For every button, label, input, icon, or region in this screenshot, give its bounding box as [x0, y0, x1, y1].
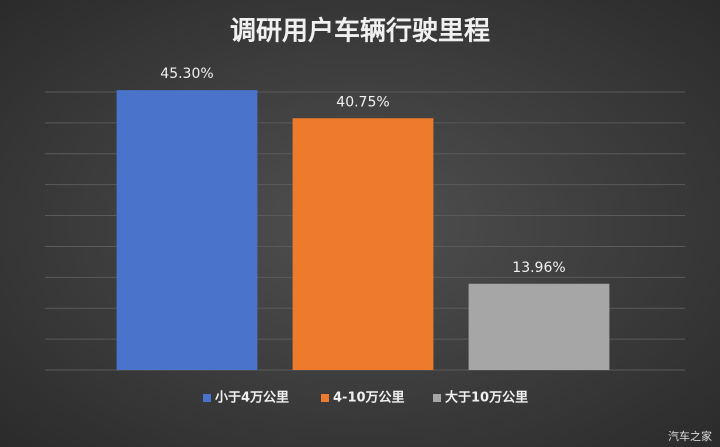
data-label: 13.96%: [512, 260, 565, 276]
bar: [116, 90, 258, 370]
bar: [468, 283, 610, 370]
legend-swatch: [203, 394, 211, 402]
legend-label: 4-10万公里: [333, 391, 405, 406]
watermark: 汽车之家: [668, 429, 712, 443]
chart-title: 调研用户车辆行驶里程: [230, 16, 490, 47]
data-label: 40.75%: [336, 94, 389, 110]
legend-swatch: [321, 394, 329, 402]
legend-swatch: [433, 394, 441, 402]
bar: [292, 118, 434, 370]
legend-label: 小于4万公里: [215, 391, 289, 406]
data-label: 45.30%: [160, 66, 213, 82]
legend-label: 大于10万公里: [445, 390, 528, 406]
